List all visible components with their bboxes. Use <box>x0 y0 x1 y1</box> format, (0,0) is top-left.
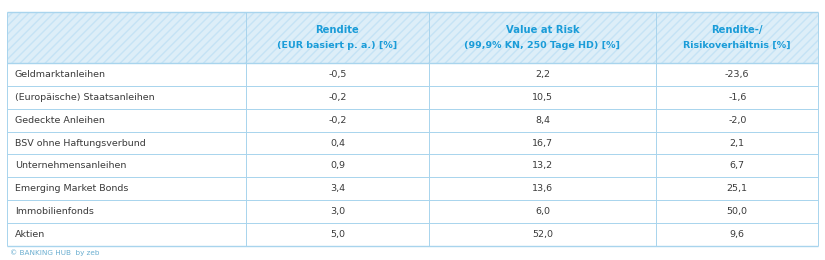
Text: 50,0: 50,0 <box>727 207 747 216</box>
Text: -1,6: -1,6 <box>728 93 747 102</box>
Text: 6,0: 6,0 <box>535 207 550 216</box>
Text: 0,4: 0,4 <box>330 139 345 147</box>
Text: -23,6: -23,6 <box>725 70 749 79</box>
Text: 13,2: 13,2 <box>532 161 553 170</box>
Text: © BANKING HUB  by zeb: © BANKING HUB by zeb <box>10 249 99 256</box>
Bar <box>7 109 818 132</box>
Bar <box>7 63 818 86</box>
Text: (Europäische) Staatsanleihen: (Europäische) Staatsanleihen <box>15 93 154 102</box>
Text: 25,1: 25,1 <box>727 184 747 193</box>
Text: 0,9: 0,9 <box>330 161 345 170</box>
Text: 6,7: 6,7 <box>730 161 745 170</box>
Text: 5,0: 5,0 <box>330 230 345 239</box>
Text: Rendite-/: Rendite-/ <box>711 25 763 35</box>
Text: 2,1: 2,1 <box>730 139 745 147</box>
Text: 10,5: 10,5 <box>532 93 553 102</box>
Bar <box>7 86 818 109</box>
Text: Unternehmensanleihen: Unternehmensanleihen <box>15 161 126 170</box>
Bar <box>7 200 818 223</box>
Text: Geldmarktanleihen: Geldmarktanleihen <box>15 70 106 79</box>
Text: 13,6: 13,6 <box>532 184 553 193</box>
Text: Risikoverhältnis [%]: Risikoverhältnis [%] <box>683 41 791 50</box>
Text: Aktien: Aktien <box>15 230 45 239</box>
Text: Gedeckte Anleihen: Gedeckte Anleihen <box>15 116 105 125</box>
Text: -0,5: -0,5 <box>328 70 346 79</box>
Text: 16,7: 16,7 <box>532 139 553 147</box>
Text: Value at Risk: Value at Risk <box>506 25 579 35</box>
Bar <box>7 223 818 246</box>
Text: 8,4: 8,4 <box>535 116 550 125</box>
Text: 2,2: 2,2 <box>535 70 550 79</box>
Text: 52,0: 52,0 <box>532 230 553 239</box>
Text: -0,2: -0,2 <box>328 93 346 102</box>
Bar <box>7 132 818 154</box>
Bar <box>7 154 818 177</box>
Text: 9,6: 9,6 <box>730 230 745 239</box>
Text: 3,0: 3,0 <box>330 207 345 216</box>
Text: BSV ohne Haftungsverbund: BSV ohne Haftungsverbund <box>15 139 145 147</box>
Text: 3,4: 3,4 <box>330 184 345 193</box>
Text: -0,2: -0,2 <box>328 116 346 125</box>
Text: -2,0: -2,0 <box>728 116 747 125</box>
Text: Immobilienfonds: Immobilienfonds <box>15 207 94 216</box>
Text: (EUR basiert p. a.) [%]: (EUR basiert p. a.) [%] <box>277 41 398 50</box>
Text: (99,9% KN, 250 Tage HD) [%]: (99,9% KN, 250 Tage HD) [%] <box>464 41 620 50</box>
Text: Rendite: Rendite <box>315 25 359 35</box>
Bar <box>7 177 818 200</box>
Text: Emerging Market Bonds: Emerging Market Bonds <box>15 184 128 193</box>
